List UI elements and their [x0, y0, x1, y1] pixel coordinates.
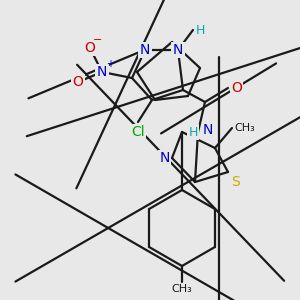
Text: N: N	[160, 151, 170, 165]
Text: O: O	[73, 75, 83, 89]
Text: CH₃: CH₃	[172, 284, 192, 294]
Text: +: +	[106, 59, 114, 69]
Text: H: H	[196, 23, 206, 37]
Text: Cl: Cl	[131, 125, 145, 139]
Text: O: O	[231, 81, 242, 95]
Text: −: −	[93, 35, 103, 45]
Text: O: O	[85, 41, 95, 55]
Text: N: N	[203, 123, 213, 137]
Text: N: N	[173, 43, 183, 57]
Text: CH₃: CH₃	[234, 123, 255, 133]
Text: H: H	[189, 125, 198, 139]
Text: N: N	[140, 43, 150, 57]
Text: N: N	[97, 65, 107, 79]
Text: S: S	[231, 175, 240, 189]
